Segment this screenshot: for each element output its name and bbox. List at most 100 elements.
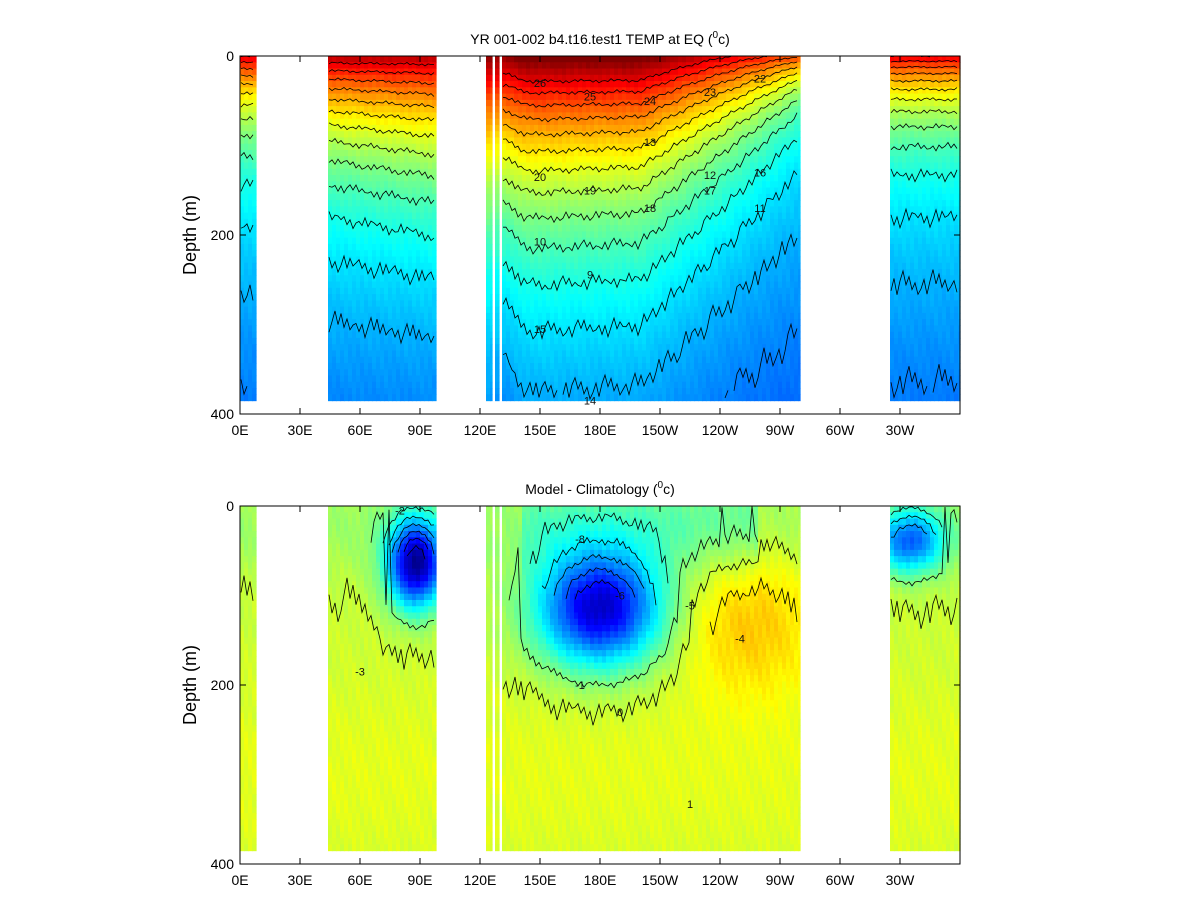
field-cell xyxy=(646,106,651,113)
field-cell xyxy=(698,87,703,95)
field-cell xyxy=(412,118,417,126)
field-cell xyxy=(710,287,715,295)
field-cell xyxy=(416,118,421,126)
field-cell xyxy=(618,256,623,264)
field-cell xyxy=(686,275,691,283)
field-cell xyxy=(590,350,595,358)
field-cell xyxy=(490,250,493,258)
field-cell xyxy=(674,131,679,139)
field-cell xyxy=(574,375,579,383)
field-cell xyxy=(602,362,607,370)
field-cell xyxy=(558,225,563,233)
field-cell xyxy=(518,225,523,233)
field-cell xyxy=(554,137,559,145)
field-cell xyxy=(340,99,345,107)
field-cell xyxy=(506,143,511,151)
field-cell xyxy=(340,175,345,182)
field-cell xyxy=(618,56,623,63)
field-cell xyxy=(586,262,591,270)
field-cell xyxy=(518,200,523,207)
field-cell xyxy=(252,269,257,276)
field-cell xyxy=(432,231,437,239)
field-cell xyxy=(638,156,643,164)
field-cell xyxy=(368,331,373,339)
field-cell xyxy=(368,106,373,113)
field-cell xyxy=(702,131,707,139)
field-cell xyxy=(364,369,369,377)
field-cell xyxy=(416,331,421,339)
field-cell xyxy=(594,168,599,176)
field-cell xyxy=(428,350,433,358)
field-cell xyxy=(332,143,337,151)
field-cell xyxy=(396,212,401,220)
field-cell xyxy=(634,306,639,314)
field-cell xyxy=(558,250,563,258)
field-cell xyxy=(252,331,257,339)
field-cell xyxy=(530,81,535,88)
field-cell xyxy=(614,250,619,258)
field-cell xyxy=(618,375,623,383)
field-cell xyxy=(506,175,511,182)
field-cell xyxy=(678,344,683,352)
field-cell xyxy=(578,87,583,95)
field-cell xyxy=(244,181,249,189)
field-cell xyxy=(622,231,627,239)
field-cell xyxy=(428,243,433,251)
field-cell xyxy=(248,93,253,101)
field-cell xyxy=(726,112,731,120)
field-cell xyxy=(638,131,643,139)
field-cell xyxy=(328,68,333,76)
field-cell xyxy=(582,137,587,145)
field-cell xyxy=(638,81,643,88)
field-cell xyxy=(606,319,611,326)
field-cell xyxy=(662,87,667,95)
field-cell xyxy=(518,93,523,101)
field-cell xyxy=(722,306,727,314)
field-cell xyxy=(428,99,433,107)
field-cell xyxy=(710,294,715,301)
field-cell xyxy=(490,143,493,151)
field-cell xyxy=(530,356,535,364)
field-cell xyxy=(348,287,353,295)
field-cell xyxy=(682,381,687,389)
field-cell xyxy=(646,269,651,276)
field-cell xyxy=(590,337,595,345)
field-cell xyxy=(642,181,647,189)
field-cell xyxy=(634,175,639,182)
field-cell xyxy=(718,300,723,308)
field-cell xyxy=(380,281,385,289)
field-cell xyxy=(252,74,257,82)
field-cell xyxy=(662,168,667,176)
field-cell xyxy=(420,137,425,145)
field-cell xyxy=(698,149,703,157)
field-cell xyxy=(384,337,389,345)
field-cell xyxy=(376,312,381,320)
field-cell xyxy=(590,287,595,295)
field-cell xyxy=(348,81,353,88)
field-cell xyxy=(658,68,663,76)
field-cell xyxy=(702,87,707,95)
field-cell xyxy=(388,106,393,113)
field-cell xyxy=(574,162,579,170)
field-cell xyxy=(722,243,727,251)
field-cell xyxy=(542,81,547,88)
field-cell xyxy=(340,237,345,245)
field-cell xyxy=(368,193,373,201)
field-cell xyxy=(702,56,707,63)
field-cell xyxy=(690,106,695,113)
field-cell xyxy=(348,388,353,395)
field-cell xyxy=(706,231,711,239)
field-cell xyxy=(356,156,361,164)
field-cell xyxy=(606,350,611,358)
field-cell xyxy=(340,350,345,358)
field-cell xyxy=(726,175,731,182)
field-cell xyxy=(678,256,683,264)
field-cell xyxy=(534,181,539,189)
field-cell xyxy=(598,149,603,157)
field-cell xyxy=(432,187,437,195)
field-cell xyxy=(666,319,671,326)
field-cell xyxy=(248,262,253,270)
field-cell xyxy=(526,381,531,389)
field-cell xyxy=(558,162,563,170)
field-cell xyxy=(642,281,647,289)
